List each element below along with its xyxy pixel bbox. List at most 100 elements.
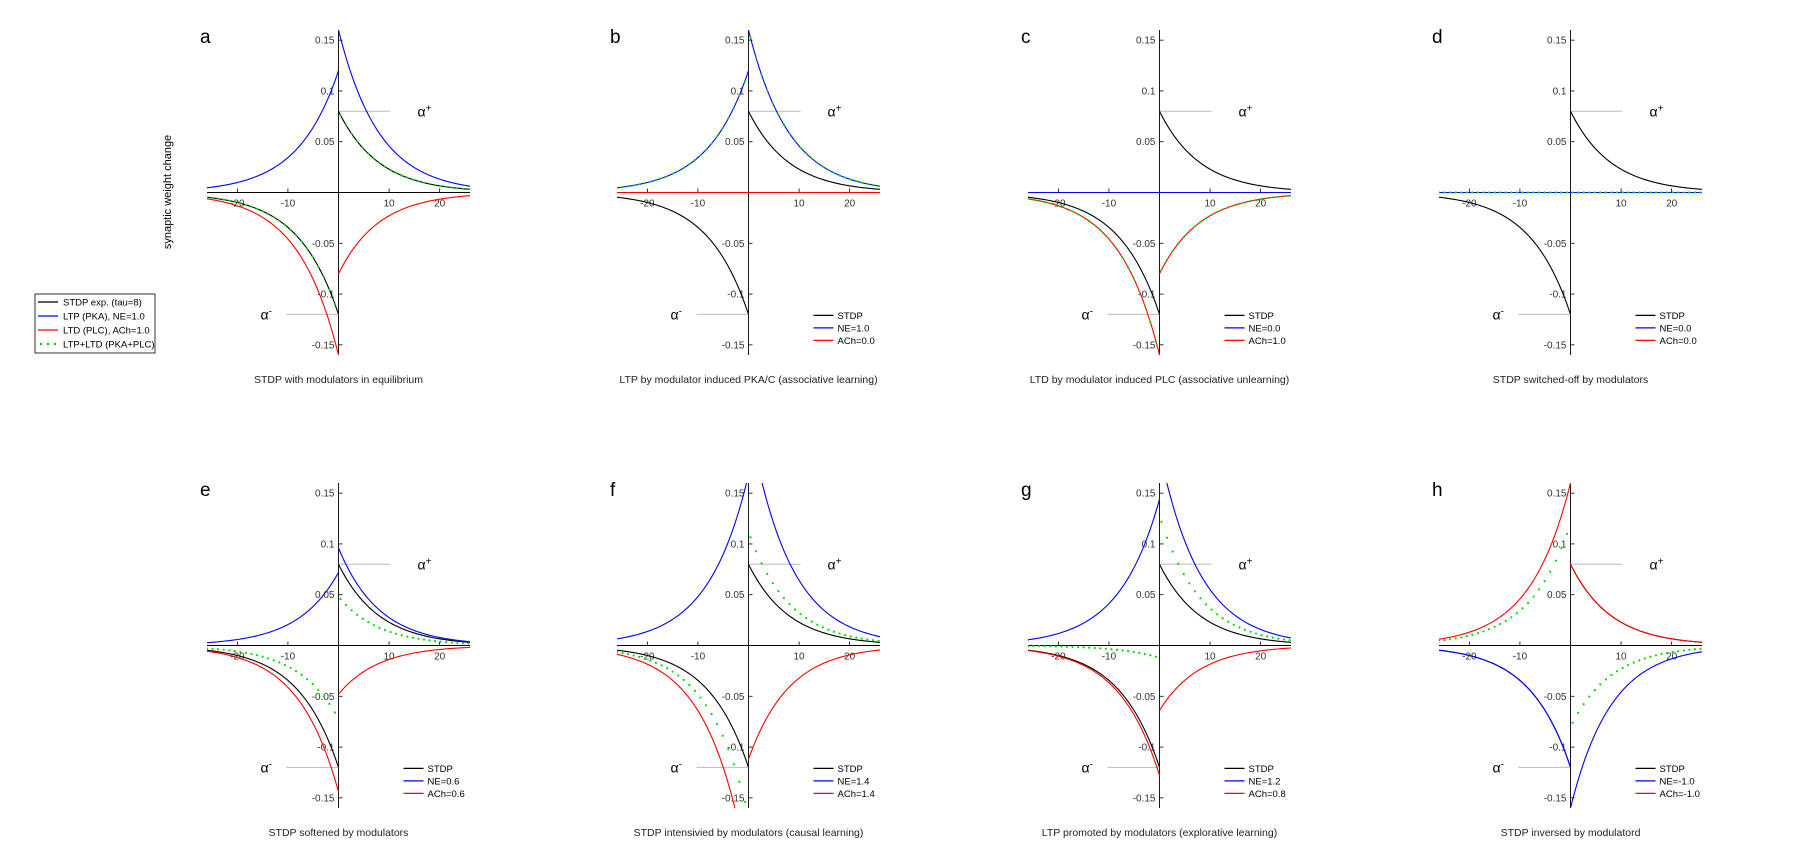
- sum-curve-dot: [367, 152, 370, 155]
- sum-curve-dot: [638, 655, 641, 659]
- sum-curve-dot: [344, 603, 348, 607]
- ltd-curve-pre: [207, 650, 340, 792]
- sum-curve-dot: [272, 659, 275, 662]
- sum-curve-dot: [1510, 616, 1513, 619]
- curves: [1028, 483, 1291, 776]
- sum-curve-dot: [422, 181, 426, 184]
- sum-curve-dot: [1049, 202, 1052, 205]
- sum-curve-dot: [383, 165, 387, 168]
- panel-caption: LTP promoted by modulators (explorative …: [1042, 827, 1277, 839]
- sum-curve-dot: [333, 303, 337, 306]
- sum-curve-dot: [827, 628, 830, 631]
- sum-curve-dot: [1543, 191, 1546, 194]
- sum-curve-dot: [688, 163, 691, 166]
- sum-curve-dot: [1127, 266, 1130, 269]
- sum-curve-dot: [721, 126, 724, 130]
- y-tick-label: 0.15: [1547, 36, 1567, 47]
- sum-curve-dot: [766, 572, 769, 575]
- sum-curve-dot: [793, 139, 797, 143]
- sum-curve-dot: [1688, 191, 1691, 194]
- sum-curve-dot: [1088, 219, 1091, 223]
- stdp-curve-post: [1570, 564, 1702, 643]
- ltp-curve-pre: [1439, 649, 1572, 768]
- sum-curve-dot: [716, 723, 719, 726]
- alpha-minus-symbol: α: [1082, 306, 1090, 322]
- ltp-curve-post: [337, 30, 470, 187]
- sum-curve-dot: [832, 630, 836, 633]
- sum-curve-dot: [1193, 225, 1196, 228]
- sum-curve-dot: [356, 140, 359, 143]
- sum-curve-dot: [771, 102, 774, 105]
- sum-curve-dot: [250, 205, 253, 208]
- panel-legend-label: STDP: [428, 764, 453, 775]
- panel-legend-label: STDP: [1249, 764, 1274, 775]
- sum-curve-dot: [1132, 277, 1135, 280]
- sum-curve-dot: [1199, 220, 1202, 224]
- alpha-minus-label: α-: [1493, 306, 1504, 322]
- panel-letter: b: [610, 27, 621, 48]
- sum-curve-dot: [1699, 191, 1702, 194]
- sum-curve-dot: [1632, 661, 1635, 664]
- sum-curve-dot: [456, 641, 459, 645]
- ltd-curve-post: [1159, 647, 1291, 711]
- alpha-minus-sup: -: [679, 306, 682, 317]
- panel-letter: g: [1021, 480, 1032, 501]
- sum-curve-dot: [844, 633, 847, 637]
- sum-curve-dot: [805, 152, 808, 155]
- alpha-plus-label: α+: [828, 556, 842, 572]
- sum-curve-dot: [1627, 663, 1630, 667]
- sum-curve-dot: [1610, 191, 1613, 194]
- sum-curve-dot: [411, 636, 414, 639]
- legend-entry-label: LTD (PLC), ACh=1.0: [63, 326, 150, 337]
- sum-curve-dot: [1171, 250, 1174, 253]
- y-tick-label: 0.15: [1136, 36, 1156, 47]
- sum-curve-dot: [1143, 304, 1146, 307]
- sum-curve-dot: [805, 617, 808, 620]
- sum-curve-dot: [389, 630, 392, 634]
- alpha-plus-label: α+: [418, 556, 432, 572]
- sum-curve-dot: [1643, 657, 1646, 660]
- sum-curve-dot: [749, 36, 752, 40]
- stdp-curve-pre: [1028, 196, 1161, 315]
- y-tick-label: -0.05: [1133, 692, 1156, 703]
- panel-legend-label: NE=0.0: [1660, 323, 1692, 334]
- sum-curve-dot: [333, 711, 337, 714]
- sum-curve-dot: [411, 178, 414, 181]
- sum-curve-dot: [1449, 638, 1452, 641]
- sum-curve-dot: [871, 183, 875, 187]
- sum-curve-dot: [1465, 191, 1468, 194]
- sum-curve-dot: [1099, 229, 1102, 232]
- sum-curve-dot: [328, 288, 331, 291]
- x-tick-label: 10: [1616, 199, 1628, 210]
- x-tick-label: 20: [1666, 199, 1678, 210]
- alpha-minus-sup: -: [269, 306, 272, 317]
- sum-curve-dot: [317, 688, 320, 691]
- sum-curve-dot: [1476, 191, 1480, 194]
- sum-curve-dot: [1554, 559, 1557, 562]
- sum-curve-dot: [1238, 626, 1241, 629]
- sum-curve-dot: [395, 632, 398, 635]
- y-tick-label: -0.15: [1544, 340, 1567, 351]
- alpha-plus-symbol: α: [828, 556, 836, 572]
- sum-curve-dot: [1210, 608, 1213, 611]
- sum-curve-dot: [255, 654, 259, 657]
- sum-curve-dot: [1099, 647, 1102, 650]
- sum-curve-dot: [1576, 711, 1580, 714]
- panel-legend-label: STDP: [1660, 764, 1685, 775]
- sum-curve-dot: [1149, 654, 1152, 657]
- panel-caption: STDP switched-off by modulators: [1493, 374, 1648, 386]
- sum-curve-dot: [233, 200, 236, 203]
- sum-curve-dot: [738, 780, 741, 783]
- sum-curve-dot: [716, 135, 719, 138]
- sum-curve-dot: [417, 180, 420, 183]
- sum-curve-dot: [278, 219, 281, 222]
- sum-curve-dot: [1571, 721, 1574, 724]
- sum-curve-dot: [211, 196, 214, 200]
- alpha-minus-label: α-: [671, 306, 682, 322]
- sum-curve-dot: [1043, 645, 1046, 648]
- sum-curve-dot: [732, 106, 735, 109]
- alpha-plus-label: α+: [828, 103, 842, 119]
- sum-curve-dot: [1266, 635, 1269, 638]
- sum-curve-dot: [643, 182, 646, 185]
